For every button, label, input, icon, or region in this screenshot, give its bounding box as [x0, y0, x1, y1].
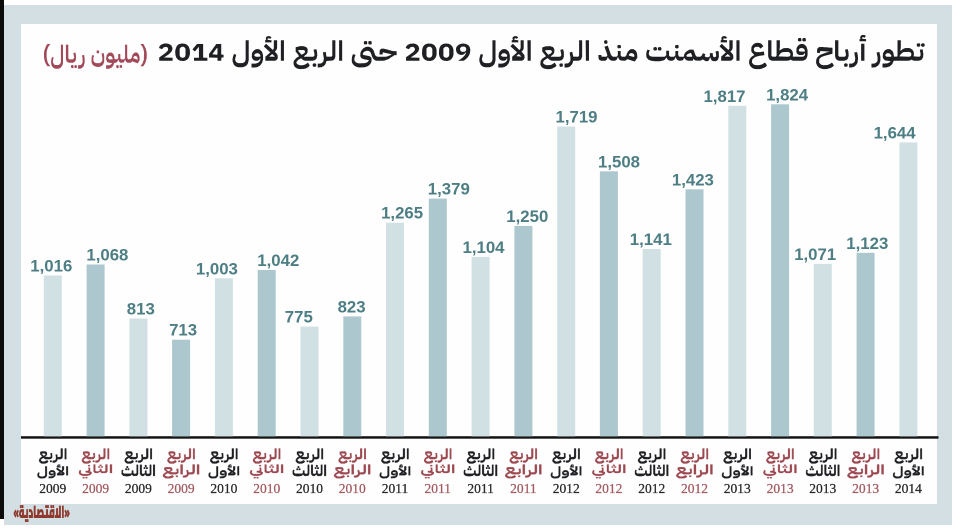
svg-text:2010: 2010	[339, 481, 366, 496]
svg-text:2011: 2011	[510, 481, 537, 496]
svg-text:1,068: 1,068	[86, 246, 128, 265]
svg-text:2010: 2010	[253, 481, 280, 496]
svg-text:2009: 2009	[39, 481, 66, 496]
svg-text:775: 775	[285, 308, 313, 327]
svg-text:1,123: 1,123	[846, 234, 888, 253]
svg-text:2011: 2011	[425, 481, 452, 496]
svg-text:2011: 2011	[382, 481, 409, 496]
svg-text:2012: 2012	[595, 481, 622, 496]
svg-text:713: 713	[169, 321, 197, 340]
svg-text:1,071: 1,071	[794, 245, 836, 264]
svg-text:1,644: 1,644	[874, 123, 917, 142]
svg-text:1,817: 1,817	[704, 87, 746, 106]
svg-text:2010: 2010	[296, 481, 323, 496]
svg-text:2013: 2013	[809, 481, 836, 496]
svg-text:1,379: 1,379	[428, 180, 470, 199]
svg-text:1,104: 1,104	[463, 238, 506, 257]
svg-text:1,824: 1,824	[766, 85, 809, 104]
svg-text:823: 823	[338, 297, 366, 316]
svg-text:2009: 2009	[125, 481, 152, 496]
svg-text:2014: 2014	[895, 481, 922, 496]
svg-text:2009: 2009	[82, 481, 109, 496]
svg-text:1,265: 1,265	[381, 204, 423, 223]
svg-text:2013: 2013	[767, 481, 794, 496]
svg-text:1,141: 1,141	[630, 230, 672, 249]
svg-text:2012: 2012	[681, 481, 708, 496]
svg-text:2010: 2010	[210, 481, 237, 496]
svg-text:2009: 2009	[168, 481, 195, 496]
svg-text:2011: 2011	[467, 481, 494, 496]
svg-text:1,423: 1,423	[672, 170, 714, 189]
svg-text:2012: 2012	[638, 481, 665, 496]
svg-text:2013: 2013	[724, 481, 751, 496]
svg-text:1,003: 1,003	[196, 259, 238, 278]
svg-text:2013: 2013	[852, 481, 879, 496]
svg-text:1,250: 1,250	[506, 207, 548, 226]
svg-text:1,719: 1,719	[556, 108, 598, 127]
svg-text:813: 813	[127, 300, 155, 319]
svg-text:1,042: 1,042	[257, 251, 299, 270]
svg-text:2012: 2012	[553, 481, 580, 496]
svg-text:1,508: 1,508	[598, 152, 640, 171]
svg-text:1,016: 1,016	[30, 257, 72, 276]
